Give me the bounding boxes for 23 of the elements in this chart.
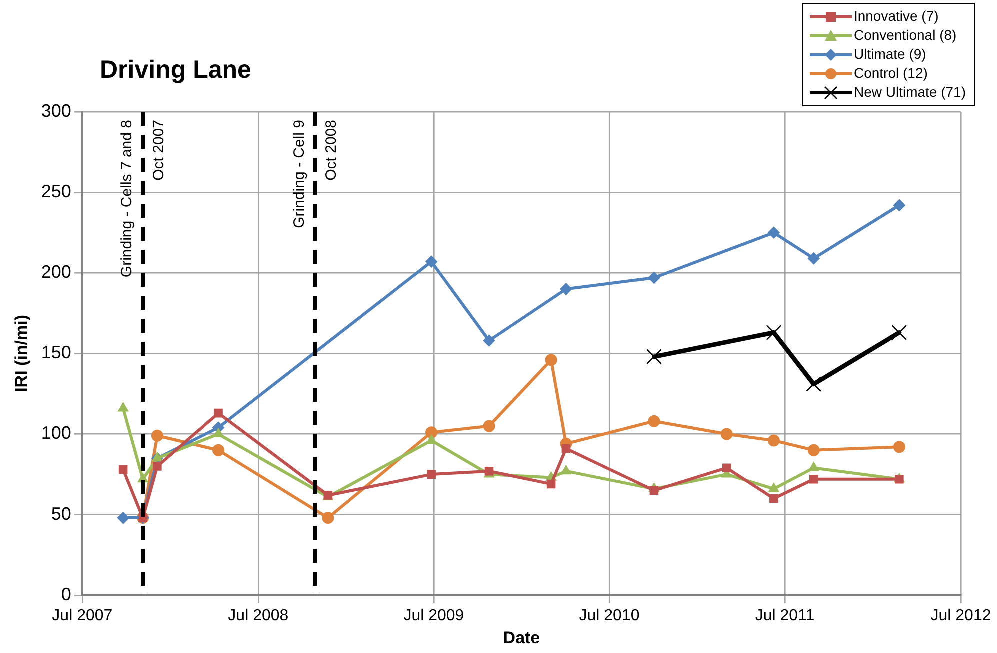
legend-label: Ultimate (9) [854,45,926,64]
y-tick-label: 250 [41,182,72,202]
x-tick-label: Jul 2009 [404,607,464,624]
legend-label: New Ultimate (71) [854,83,966,102]
y-tick-label: 300 [41,100,72,121]
y-tick-label: 0 [61,584,72,604]
y-tick-label: 150 [41,342,72,363]
chart-title: Driving Lane [100,56,252,85]
y-axis-title: IRI (in/mi) [12,314,31,392]
y-tick-label: 100 [41,423,72,444]
x-tick-label: Jul 2011 [755,607,815,624]
ref-line-label: Grinding - Cell 9 Oct 2008 [290,120,340,228]
y-tick-label: 50 [51,504,72,524]
x-tick-label: Jul 2008 [228,607,289,624]
ref-line-label: Grinding - Cells 7 and 8 Oct 2007 [118,120,168,278]
x-tick-label: Jul 2007 [52,607,113,624]
y-tick-label: 200 [41,262,72,282]
x-tick-label: Jul 2010 [579,607,640,624]
x-axis-title: Date [503,628,540,648]
legend-label: Innovative (7) [854,7,939,26]
legend-label: Control (12) [854,64,928,83]
x-tick-label: Jul 2012 [930,607,992,624]
legend-label: Conventional (8) [854,26,957,45]
